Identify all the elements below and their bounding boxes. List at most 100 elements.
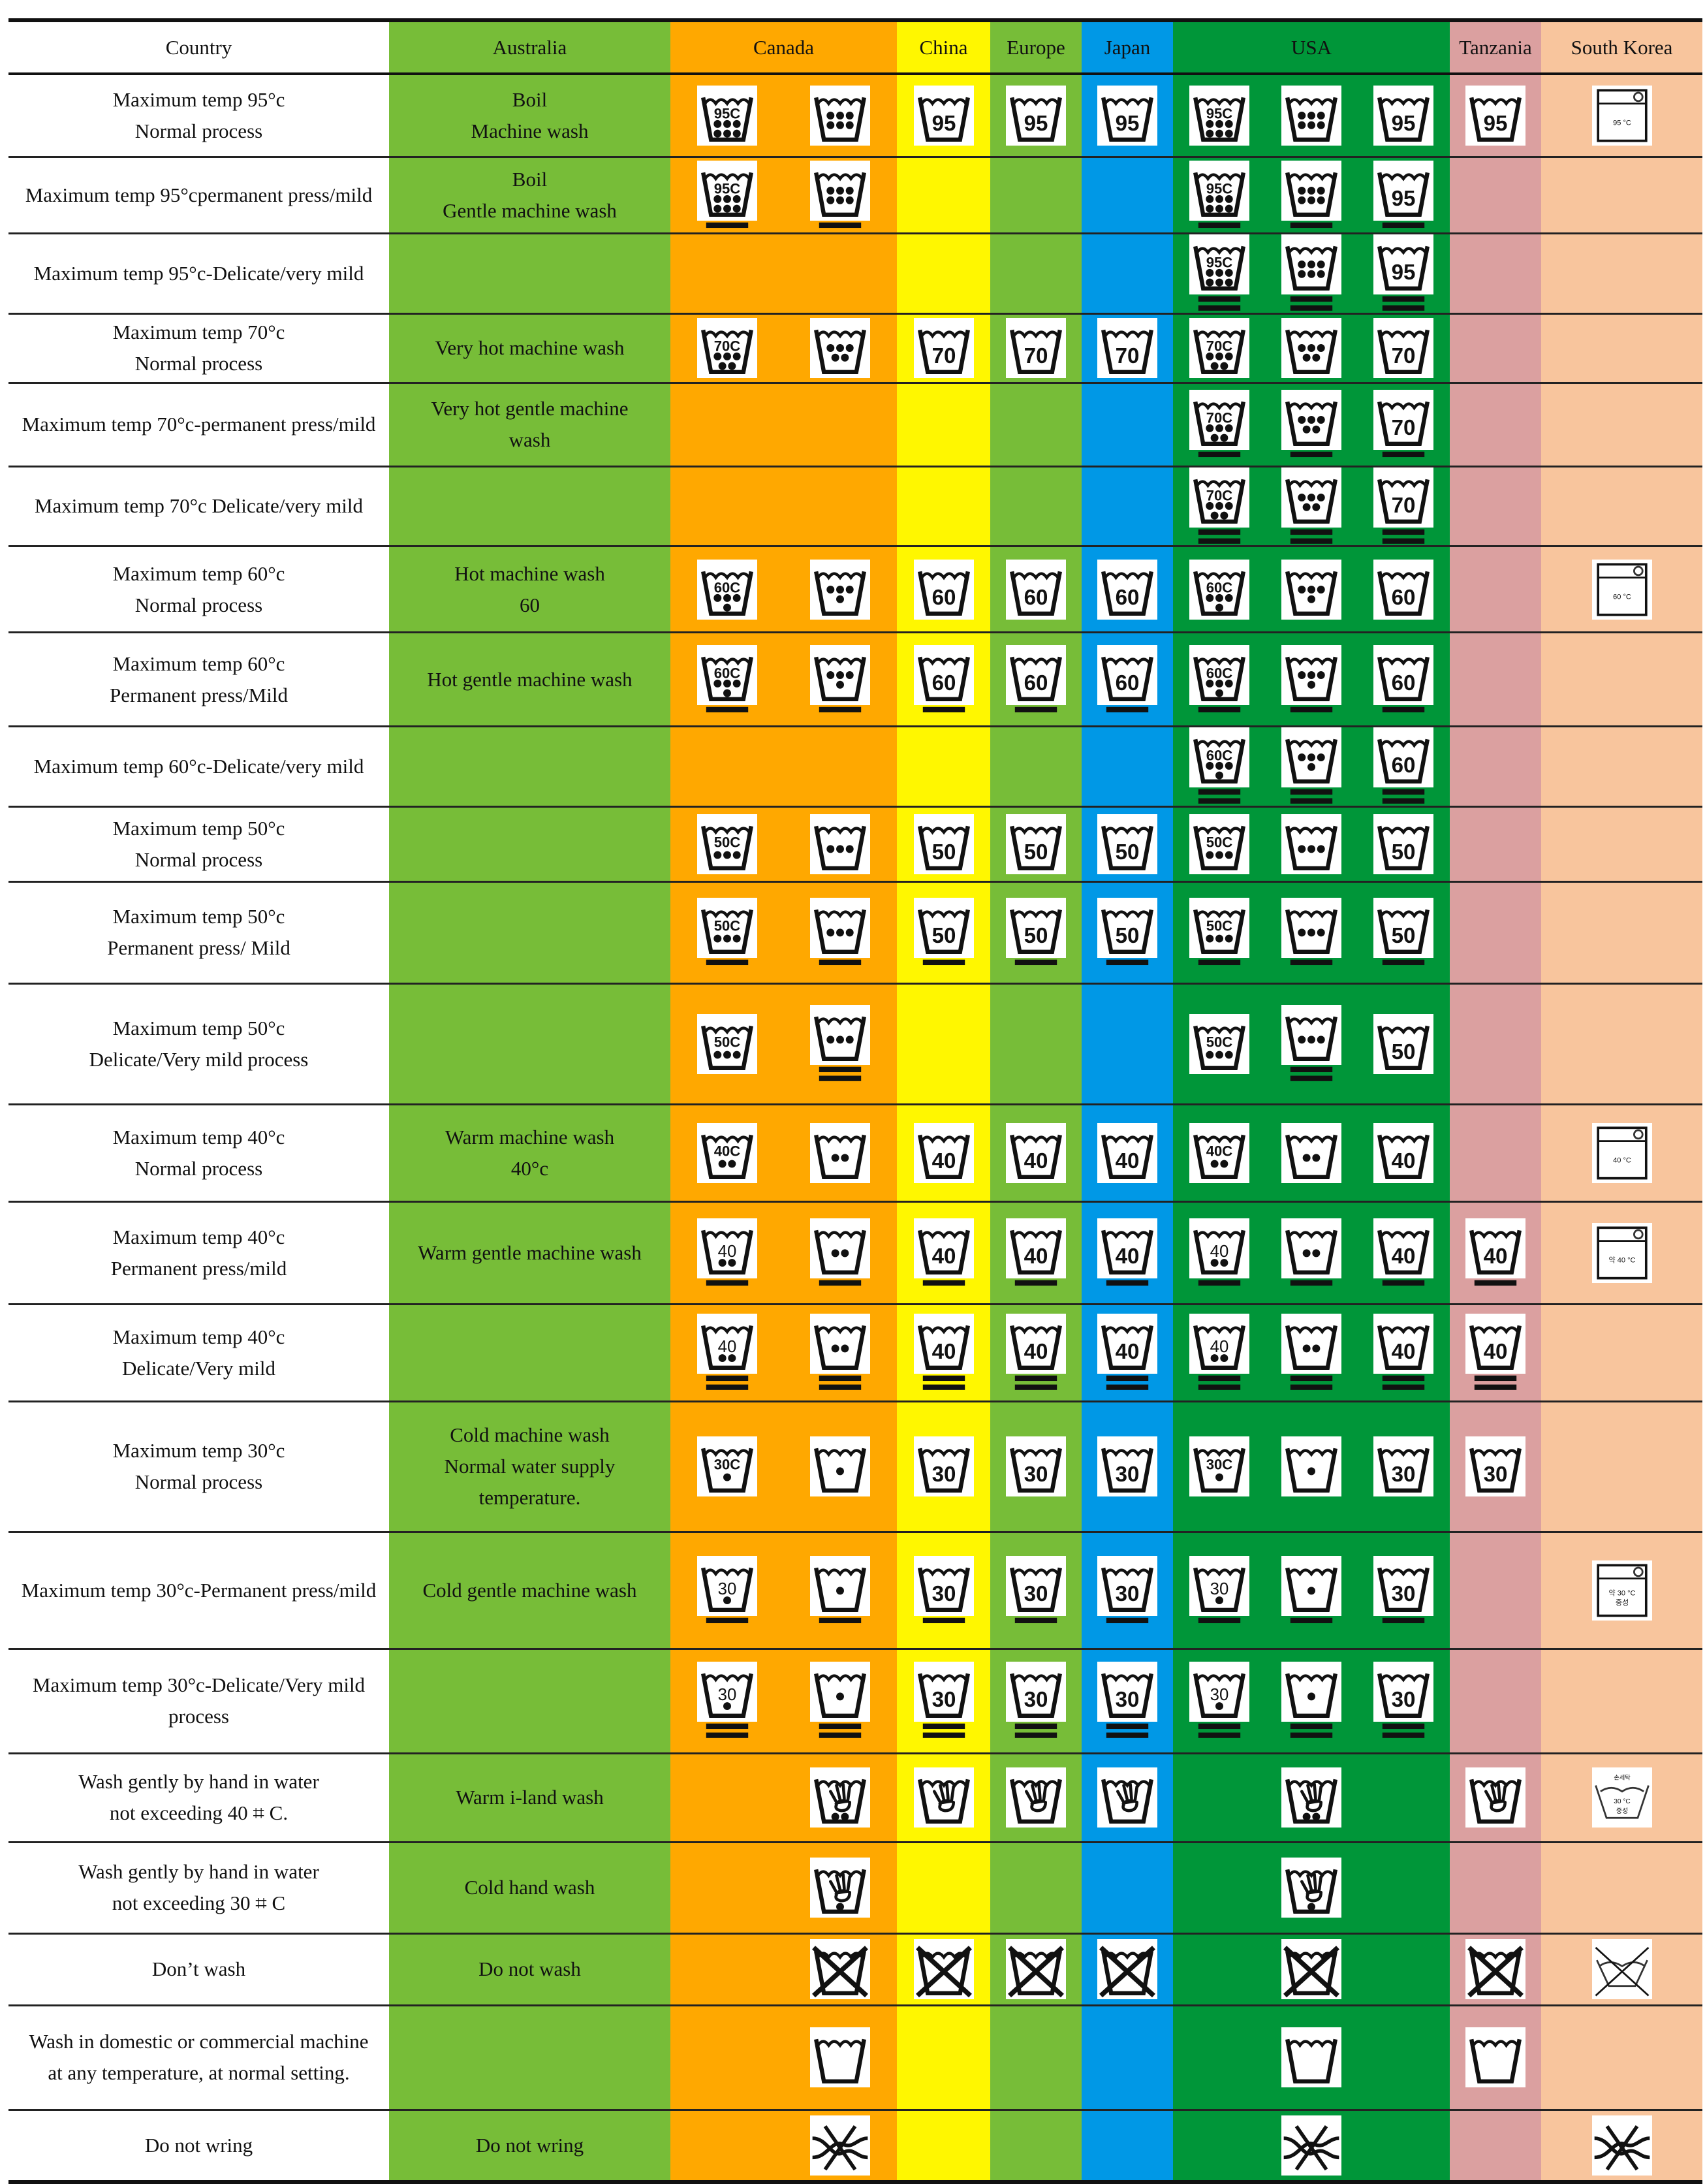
- icon-label: 40: [1116, 1244, 1140, 1269]
- cell-icons-japan: [1082, 466, 1173, 548]
- dot: [836, 196, 845, 204]
- icon-label: 70: [1392, 344, 1416, 368]
- table-row: Maximum temp 50°c Permanent press/ Mild 5…: [8, 881, 1702, 985]
- icon-group: [1082, 1754, 1173, 1841]
- wash-temperature-dots-icon: 70C: [1189, 318, 1249, 379]
- dot: [1215, 424, 1223, 433]
- icon-group: 60C: [670, 633, 897, 725]
- cell-icons-canada: 95C: [670, 74, 897, 158]
- icon-group: 60C 60: [1173, 633, 1450, 725]
- icon-label: 손세탁: [1614, 1774, 1631, 1781]
- cell-icons-japan: 50: [1082, 806, 1173, 883]
- wash-temperature-icon: 30: [1097, 1662, 1157, 1739]
- dot: [1317, 928, 1325, 937]
- care-bar: [1290, 1617, 1333, 1623]
- icon-group: [1082, 234, 1173, 313]
- cell-icons-tanzania: 95: [1450, 74, 1541, 158]
- icon-group: [1450, 1754, 1541, 1841]
- wash-dots-icon: [1281, 1122, 1341, 1183]
- wash-dots-icon: [810, 318, 871, 379]
- icon-group: [1173, 1843, 1450, 1933]
- cell-description: [389, 806, 670, 883]
- care-bar: [1106, 960, 1149, 966]
- do-not-wash-icon: [1465, 1939, 1525, 2000]
- icon-slot: 40C: [670, 1122, 784, 1183]
- cell-icons-china: [897, 1933, 990, 2006]
- dot: [1312, 425, 1321, 434]
- dot: [826, 928, 835, 937]
- cell-icons-china: 95: [897, 74, 990, 158]
- machine-wash-icon: [1465, 2027, 1525, 2088]
- dot: [1307, 121, 1315, 129]
- cell-icons-canada: 30: [670, 1532, 897, 1650]
- dot: [1307, 763, 1315, 771]
- icon-group: [1541, 384, 1702, 466]
- dot: [718, 1258, 727, 1267]
- care-bar: [819, 222, 862, 229]
- icon-slot: [1541, 1939, 1702, 2000]
- dot: [1220, 511, 1228, 520]
- dot: [1312, 1249, 1321, 1258]
- wash-temperature-icon: 95: [1373, 161, 1434, 229]
- care-bar: [1198, 1384, 1240, 1390]
- icon-label: 70: [1392, 494, 1416, 518]
- dot: [1220, 434, 1228, 442]
- icon-slot: [990, 1767, 1082, 1828]
- icon-label: 95: [1392, 187, 1416, 211]
- row-label: Maximum temp 60°c Permanent press/Mild: [8, 632, 389, 728]
- cell-icons-china: 50: [897, 806, 990, 883]
- dot: [713, 593, 722, 602]
- icon-label: 30C: [713, 1457, 740, 1473]
- cell-icons-europe: 30: [990, 1649, 1082, 1754]
- icon-slot: 95: [1450, 86, 1541, 146]
- dot: [1205, 352, 1213, 360]
- dot: [1215, 204, 1223, 213]
- cell-icons-usa: 95C 95: [1173, 157, 1450, 234]
- icon-group: [670, 2111, 897, 2180]
- cell-icons-japan: [1082, 383, 1173, 467]
- icon-slot: 40C: [1173, 1122, 1265, 1183]
- cell-icons-canada: 60C: [670, 632, 897, 728]
- dot: [732, 1051, 741, 1059]
- cell-icons-japan: [1082, 2110, 1173, 2184]
- icon-group: [1450, 1935, 1541, 2004]
- dot: [826, 845, 835, 853]
- icon-group: [1450, 1533, 1541, 1648]
- table-row: Maximum temp 60°c Normal process Hot mach…: [8, 546, 1702, 634]
- icon-group: 60: [897, 633, 990, 725]
- icon-slot: 70C: [1173, 390, 1265, 459]
- wash-dots-icon: [1281, 644, 1341, 712]
- cell-icons-china: 40: [897, 1104, 990, 1203]
- cell-icons-china: [897, 1842, 990, 1935]
- icon-label: 30 °C: [1614, 1798, 1630, 1805]
- icon-slot: [1265, 559, 1357, 620]
- wash-temperature-icon: 70: [1006, 318, 1066, 379]
- dot: [1307, 585, 1315, 593]
- care-bar: [1383, 1617, 1425, 1623]
- cell-icons-usa: 70C 70: [1173, 313, 1450, 384]
- icon-slot: 40: [1082, 1218, 1173, 1288]
- wash-temperature-icon: 60: [1006, 559, 1066, 620]
- icon-label: 40: [1392, 1340, 1416, 1364]
- icon-slot: 95C: [670, 86, 784, 146]
- dot: [723, 1702, 731, 1711]
- cell-icons-korea: [1541, 983, 1702, 1105]
- icon-label: 60: [1024, 586, 1048, 610]
- icon-slot: 30: [1358, 1662, 1450, 1740]
- cell-icons-usa: 95C 95: [1173, 74, 1450, 158]
- icon-group: 95C: [670, 158, 897, 232]
- icon-slot: [1265, 1436, 1357, 1497]
- icon-label: 50: [1392, 1040, 1416, 1064]
- wash-dots-icon: [810, 814, 871, 874]
- icon-label: 30: [1210, 1580, 1228, 1598]
- wash-dots-icon: [1281, 1436, 1341, 1497]
- dot: [1225, 204, 1233, 213]
- row-label: Maximum temp 95°c-Delicate/very mild: [8, 233, 389, 315]
- hand-wash-icon: [810, 1767, 871, 1828]
- care-bar: [706, 1384, 748, 1390]
- icon-group: [1450, 1105, 1541, 1201]
- icon-label: 30: [1024, 1582, 1048, 1606]
- do-not-wring-icon: [1591, 2115, 1652, 2176]
- icon-label: 50: [1024, 924, 1048, 948]
- column-header-tanzania: Tanzania: [1450, 18, 1541, 75]
